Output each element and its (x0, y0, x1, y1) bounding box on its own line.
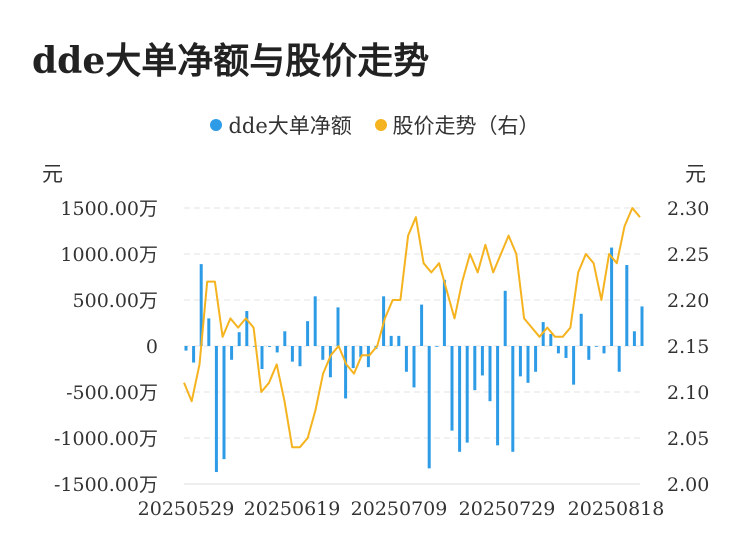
dde-bar (549, 334, 553, 346)
dde-bar (313, 296, 317, 346)
dde-bar (488, 346, 492, 402)
dde-bar (359, 346, 363, 358)
dde-bar (283, 331, 287, 346)
dde-bar (473, 346, 477, 391)
dde-bar (404, 346, 408, 372)
y-left-tick-label: 1000.00万 (60, 244, 158, 266)
x-tick-label: 20250709 (351, 498, 448, 520)
dde-bar (496, 346, 500, 446)
dde-bar (214, 346, 218, 473)
legend-marker-dde (210, 119, 223, 131)
x-tick-label: 20250529 (138, 498, 235, 520)
dde-bar (534, 346, 538, 372)
dde-bar (397, 335, 401, 346)
dde-bar (268, 346, 272, 347)
dde-bar (572, 346, 576, 385)
dde-bar (328, 346, 332, 378)
y-left-tick-label: -500.00万 (66, 382, 158, 404)
y-right-tick-label: 2.30 (667, 198, 709, 220)
dde-bar (526, 346, 530, 383)
x-tick-label: 20250729 (459, 498, 556, 520)
dde-bar (594, 346, 598, 347)
left-axis-unit: 元 (42, 162, 63, 186)
y-left-tick-label: 0 (146, 336, 158, 358)
y-right-tick-label: 2.15 (667, 336, 709, 358)
dde-bar (420, 304, 424, 346)
x-tick-label: 20250818 (568, 498, 665, 520)
dde-bar (442, 279, 446, 346)
dde-bar (625, 265, 629, 346)
dde-bar (518, 346, 522, 377)
dde-bar (184, 346, 188, 351)
y-left-tick-label: -1000.00万 (54, 428, 158, 450)
dde-bar (245, 311, 249, 346)
dde-bar (480, 346, 484, 376)
x-tick-label: 20250619 (244, 498, 341, 520)
dde-bar (511, 346, 515, 452)
dde-bar (602, 346, 606, 354)
price-line (183, 207, 641, 449)
y-right-tick-label: 2.10 (667, 382, 709, 404)
dde-bar (298, 346, 302, 367)
dde-bar (556, 346, 560, 354)
dde-bar (237, 332, 241, 346)
dde-bar (321, 346, 325, 360)
dde-bar (450, 346, 454, 431)
dde-bar (541, 322, 545, 346)
right-axis-unit: 元 (685, 162, 706, 186)
dde-bar (640, 306, 644, 346)
dde-bar (412, 346, 416, 388)
dde-bar (435, 346, 439, 347)
dde-bar (366, 346, 370, 368)
y-right-tick-label: 2.25 (667, 244, 709, 266)
dde-bar (564, 346, 568, 358)
dde-bar (587, 346, 591, 360)
y-right-tick-label: 2.00 (667, 474, 709, 496)
dde-bar (579, 313, 583, 346)
dde-bar (192, 346, 196, 363)
y-right-tick-label: 2.05 (667, 428, 709, 450)
dde-bar (290, 346, 294, 362)
dde-bar (306, 321, 310, 346)
dde-bar (260, 346, 264, 369)
dde-bar (389, 335, 393, 346)
dde-bar (617, 346, 621, 372)
dde-bar (610, 247, 614, 346)
dde-bar (344, 346, 348, 399)
dde-bar (275, 346, 279, 353)
dde-bar (351, 346, 355, 369)
dde-bar (336, 307, 340, 346)
dde-bar (207, 318, 211, 346)
dde-bar (230, 346, 234, 360)
y-right-tick-label: 2.20 (667, 290, 709, 312)
y-left-tick-label: 500.00万 (73, 290, 158, 312)
dde-bar (458, 346, 462, 452)
dde-bar (199, 264, 203, 346)
y-left-tick-label: -1500.00万 (54, 474, 158, 496)
legend-item-price[interactable]: 股价走势（右） (374, 110, 540, 140)
legend-label-dde: dde大单净额 (228, 114, 352, 138)
dde-bar (465, 346, 469, 443)
dde-bar (427, 346, 431, 469)
dde-bar (632, 331, 636, 346)
chart-title: dde大单净额与股价走势 (32, 40, 430, 82)
y-left-tick-label: 1500.00万 (60, 198, 158, 220)
dde-bar (222, 346, 226, 460)
dde-bar (252, 346, 256, 347)
legend: dde大单净额 股价走势（右） (0, 110, 750, 140)
legend-item-dde[interactable]: dde大单净额 (210, 110, 352, 140)
legend-marker-price (374, 119, 387, 131)
legend-label-price: 股价走势（右） (392, 114, 540, 138)
dde-bar (503, 290, 507, 346)
